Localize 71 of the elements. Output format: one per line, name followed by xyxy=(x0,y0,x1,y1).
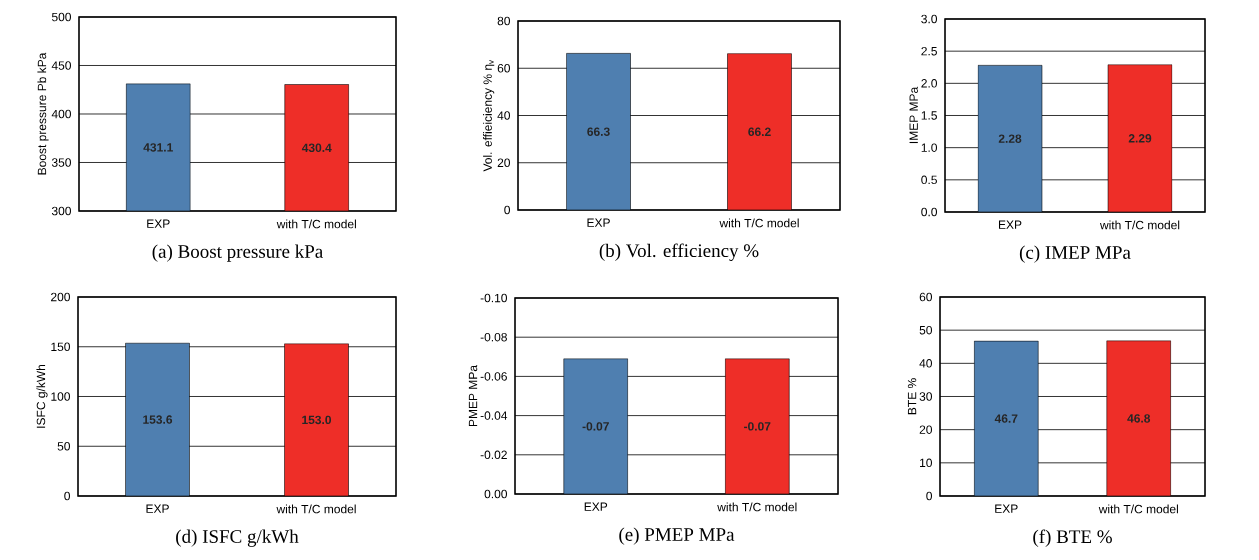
x-tick-label: EXP xyxy=(146,504,169,513)
y-axis-title: BTE % xyxy=(907,378,917,415)
y-tick-label: 1.5 xyxy=(921,111,937,120)
y-tick-label: -0.04 xyxy=(480,411,508,420)
x-tick-label: EXP xyxy=(584,502,608,511)
data-label: 153.0 xyxy=(302,415,332,425)
y-tick-label: 20 xyxy=(919,425,933,434)
y-tick-label: 0.00 xyxy=(484,489,508,499)
y-tick-label: 0 xyxy=(926,491,933,501)
x-tick-label: EXP xyxy=(587,218,610,227)
y-axis-title: IMEP MPa xyxy=(909,86,918,144)
text: (a) Boost pressure kPa xyxy=(152,244,323,262)
y-tick-label: 40 xyxy=(919,359,933,368)
y-tick-label: 100 xyxy=(51,392,70,401)
y-tick-label: 10 xyxy=(920,458,933,468)
x-tick-label: with T/C model xyxy=(276,504,356,514)
y-tick-label: 400 xyxy=(51,109,71,119)
x-tick-label: with T/C model xyxy=(717,502,797,512)
y-tick-label: 2.5 xyxy=(921,46,937,56)
y-axis-title: Boost pressure Pb kPa xyxy=(37,52,49,175)
x-tick-label: EXP xyxy=(147,219,170,228)
y-tick-label: 20 xyxy=(497,158,511,167)
y-tick-label: 60 xyxy=(919,292,933,302)
data-label: 430.4 xyxy=(301,143,332,153)
y-tick-label: 300 xyxy=(51,206,71,216)
text: (e) PMEP MPa xyxy=(619,527,735,545)
x-tick-label: with T/C model xyxy=(276,219,356,229)
y-tick-label: -0.02 xyxy=(480,450,507,460)
data-label: 66.2 xyxy=(748,127,771,137)
y-tick-label: -0.06 xyxy=(480,372,507,381)
y-axis-title: ISFC g/kWh xyxy=(36,364,48,428)
data-label: -0.07 xyxy=(744,422,771,431)
y-tick-label: 1.0 xyxy=(921,143,938,152)
y-axis-title: PMEP MPa xyxy=(468,365,478,427)
y-tick-label: 500 xyxy=(51,12,71,22)
y-tick-label: 60 xyxy=(497,64,511,73)
x-tick-label: with T/C model xyxy=(1098,504,1178,514)
data-label: 2.28 xyxy=(998,134,1022,143)
y-tick-label: 40 xyxy=(497,111,511,120)
y-tick-label: -0.08 xyxy=(480,332,507,342)
text: (b) Vol. efficiency % xyxy=(599,243,759,261)
data-label: 153.6 xyxy=(143,415,173,424)
text: (d) ISFC g/kWh xyxy=(176,529,299,547)
data-label: 2.29 xyxy=(1128,134,1152,143)
text: (c) IMEP MPa xyxy=(1019,245,1131,263)
y-tick-label: 450 xyxy=(51,61,71,70)
text: (f) BTE % xyxy=(1033,529,1112,547)
y-tick-label: 50 xyxy=(919,325,933,335)
y-tick-label: 350 xyxy=(51,158,71,167)
y-tick-label: 2.0 xyxy=(921,79,938,88)
y-tick-label: 0.5 xyxy=(921,175,937,185)
y-tick-label: 200 xyxy=(51,292,70,302)
y-tick-label: -0.10 xyxy=(480,293,508,303)
y-tick-label: 50 xyxy=(57,442,70,451)
data-label: 46.7 xyxy=(994,414,1018,423)
y-tick-label: 0 xyxy=(64,491,70,501)
y-tick-label: 0 xyxy=(504,205,511,215)
y-tick-label: 30 xyxy=(919,392,933,401)
x-tick-label: with T/C model xyxy=(719,218,799,228)
y-tick-label: 80 xyxy=(497,16,511,26)
x-tick-label: EXP xyxy=(995,504,1018,513)
y-tick-label: 150 xyxy=(51,342,70,351)
y-tick-label: 0.0 xyxy=(921,207,938,217)
y-tick-label: 3.0 xyxy=(921,14,938,24)
x-tick-label: EXP xyxy=(998,220,1022,229)
data-label: 46.8 xyxy=(1127,414,1151,423)
data-label: -0.07 xyxy=(582,422,609,431)
x-tick-label: with T/C model xyxy=(1099,220,1180,230)
y-axis-title: Vol. effieiciency % η$_{v}$ xyxy=(483,59,495,172)
data-label: 431.1 xyxy=(143,143,173,152)
data-label: 66.3 xyxy=(587,127,610,136)
